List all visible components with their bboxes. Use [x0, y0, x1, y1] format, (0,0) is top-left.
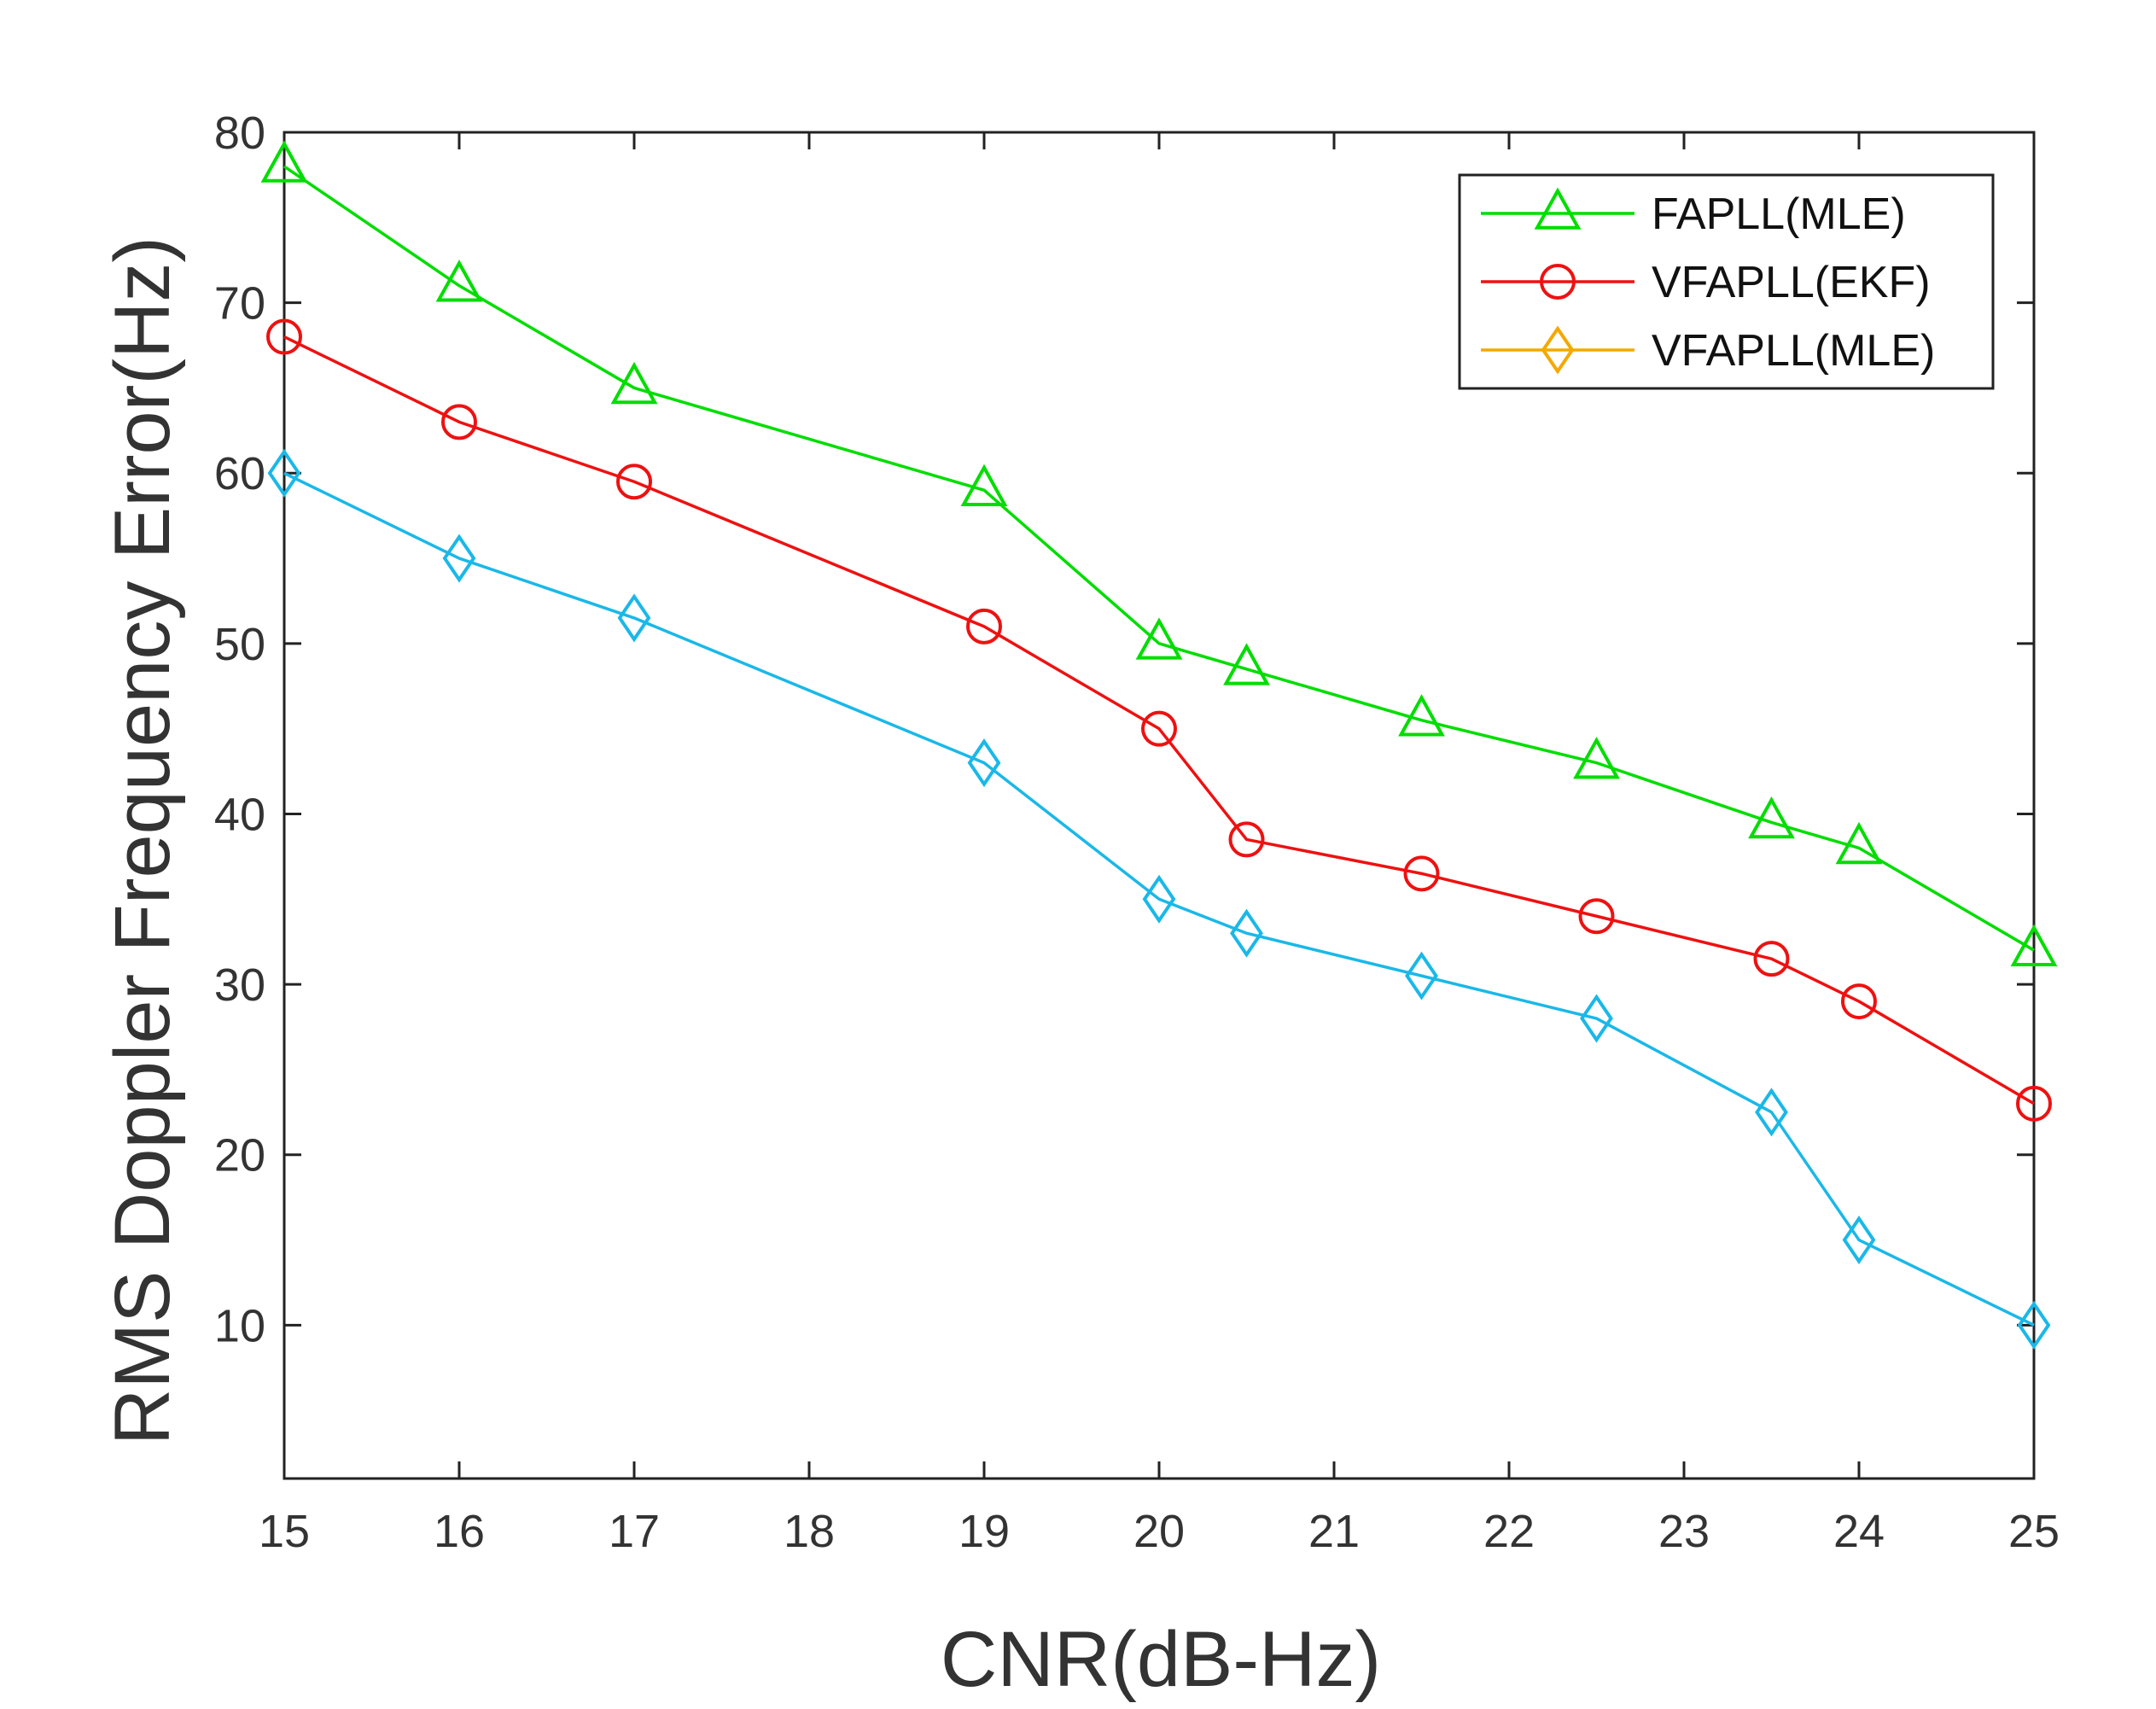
legend-marker	[1534, 187, 1582, 230]
data-point	[442, 534, 476, 583]
data-point	[1223, 643, 1270, 685]
legend-label: FAPLL(MLE)	[1652, 190, 1906, 239]
data-point	[1842, 1215, 1876, 1265]
data-point	[266, 318, 302, 355]
series-line	[283, 471, 2035, 1327]
legend-label: VFAPLL(MLE)	[1652, 326, 1935, 376]
data-point	[1142, 874, 1176, 924]
axes: 15 16 17 18 19 20 21 22 23 24 25 10 20 30 40 50 60 70 80	[214, 108, 2060, 1557]
data-point	[1228, 821, 1265, 858]
x-tick-label: 23	[1658, 1506, 1710, 1557]
x-tick-label: 19	[959, 1506, 1010, 1557]
data-point	[1141, 710, 1177, 747]
data-point	[1230, 908, 1263, 958]
x-tick-label: 22	[1483, 1506, 1535, 1557]
legend-label: VFAPLL(EKF)	[1652, 258, 1931, 307]
data-point	[441, 404, 477, 440]
data-point	[435, 260, 483, 302]
data-point	[960, 464, 1008, 507]
y-tick-label: 50	[214, 619, 265, 670]
series-line	[283, 165, 2035, 952]
data-point	[1755, 1088, 1788, 1137]
legend-entry: FAPLL(MLE)	[1481, 187, 1906, 239]
data-point	[1578, 898, 1615, 935]
y-tick-label: 40	[214, 789, 265, 840]
x-tick-label: 21	[1308, 1506, 1360, 1557]
x-tick-label: 16	[434, 1506, 485, 1557]
data-point	[1748, 796, 1795, 839]
data-point	[1573, 737, 1620, 779]
x-tick-label: 18	[784, 1506, 835, 1557]
data-point	[260, 140, 308, 183]
data-point	[1398, 694, 1445, 737]
series-layer	[260, 140, 2058, 1350]
y-tick-label: 60	[214, 448, 265, 499]
data-point	[967, 738, 1001, 788]
x-tick-label: 24	[1833, 1506, 1885, 1557]
series-line	[283, 335, 2035, 1105]
data-point	[1753, 941, 1790, 977]
data-point	[1135, 617, 1183, 660]
data-point	[267, 448, 301, 498]
data-point	[616, 464, 652, 500]
series-2	[267, 448, 2051, 1350]
legend: FAPLL(MLE) VFAPLL(EKF) VFAPLL(MLE)	[1458, 173, 1995, 390]
x-tick-label: 17	[609, 1506, 660, 1557]
y-tick-label: 20	[214, 1130, 265, 1181]
data-point	[1835, 821, 1883, 865]
data-point	[2010, 924, 2058, 966]
series-0	[260, 140, 2058, 966]
x-tick-label: 15	[259, 1506, 310, 1557]
data-point	[617, 593, 651, 643]
data-point	[2016, 1085, 2052, 1122]
data-point	[1841, 983, 1877, 1020]
legend-marker	[1540, 264, 1576, 300]
data-point	[2017, 1300, 2051, 1350]
data-point	[1580, 994, 1613, 1043]
y-tick-label: 80	[214, 108, 265, 159]
data-point	[1405, 951, 1438, 1000]
data-point	[610, 361, 658, 405]
legend-marker	[1541, 325, 1575, 375]
y-tick-label: 10	[214, 1300, 265, 1351]
data-point	[1403, 855, 1440, 892]
x-axis-title: CNR(dB-Hz)	[941, 1616, 1381, 1703]
y-axis-title: RMS Doppler Frequency Error(Hz)	[99, 236, 186, 1445]
x-tick-label: 25	[2008, 1506, 2060, 1557]
data-point	[966, 608, 1002, 645]
y-tick-label: 70	[214, 278, 265, 330]
legend-entry: VFAPLL(EKF)	[1481, 258, 1931, 307]
legend-entry: VFAPLL(MLE)	[1481, 325, 1935, 376]
y-tick-label: 30	[214, 959, 265, 1011]
series-1	[266, 318, 2052, 1122]
x-tick-label: 20	[1133, 1506, 1185, 1557]
